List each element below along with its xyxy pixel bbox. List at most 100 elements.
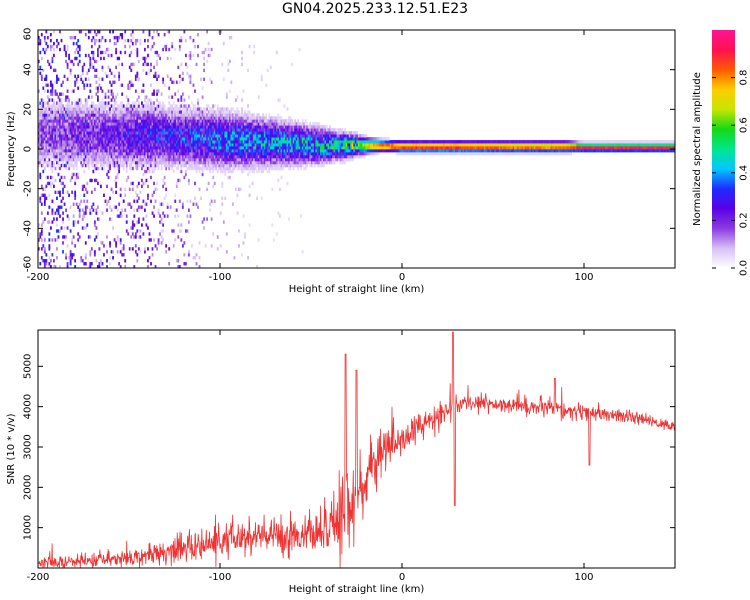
spectrogram-cell bbox=[136, 199, 139, 203]
spectrogram-cell bbox=[157, 238, 160, 242]
spectrogram-cell bbox=[83, 262, 86, 266]
spectrogram-cell bbox=[78, 107, 81, 111]
spectrogram-cell bbox=[178, 104, 181, 108]
spectrogram-cell bbox=[274, 143, 277, 147]
spectrogram-cell bbox=[113, 137, 116, 141]
spectrogram-cell bbox=[104, 160, 107, 165]
spectrogram-cell bbox=[113, 101, 116, 105]
spectrogram-cell bbox=[163, 163, 166, 168]
spectrogram-cell bbox=[62, 122, 64, 126]
spectrogram-cell bbox=[98, 151, 101, 156]
spectrogram-cell bbox=[310, 137, 313, 141]
spectrogram-cell bbox=[265, 137, 268, 141]
spectrogram-cell bbox=[213, 125, 216, 129]
spectrogram-cell bbox=[231, 134, 234, 138]
spectrogram-cell bbox=[87, 107, 90, 111]
spectrogram-cell bbox=[100, 184, 102, 189]
spectrogram-cell bbox=[300, 134, 303, 138]
spectrogram-cell bbox=[207, 160, 210, 165]
spectrogram-cell bbox=[153, 214, 155, 218]
spectrogram-cell bbox=[212, 128, 215, 132]
spectrogram-cell bbox=[263, 116, 266, 120]
spectrogram-cell bbox=[236, 160, 239, 165]
spectrogram-cell bbox=[84, 107, 87, 111]
spectrogram-cell bbox=[43, 149, 46, 153]
spectrogram-cell bbox=[201, 220, 204, 224]
spectrogram-cell bbox=[63, 175, 66, 180]
spectrogram-cell bbox=[159, 125, 161, 129]
spectrogram-cell bbox=[104, 157, 107, 162]
spectrogram-cell bbox=[200, 137, 202, 141]
spectrogram-cell bbox=[212, 151, 215, 156]
spectrogram-cell bbox=[83, 146, 86, 150]
spectrogram-cell bbox=[97, 154, 99, 159]
spectrogram-cell bbox=[224, 116, 227, 120]
spectrogram-cell bbox=[162, 238, 165, 242]
spectrogram-cell bbox=[321, 151, 324, 156]
spectrogram-cell bbox=[116, 214, 119, 218]
spectrogram-cell bbox=[93, 30, 96, 34]
spectrogram-cell bbox=[142, 160, 145, 165]
spectrogram-cell bbox=[175, 122, 178, 126]
spectrogram-cell bbox=[133, 151, 136, 156]
spectrogram-cell bbox=[242, 140, 245, 144]
spectrogram-cell bbox=[148, 68, 151, 73]
spectrogram-cell bbox=[259, 149, 262, 153]
spectrogram-cell bbox=[116, 122, 119, 126]
spectrogram-cell bbox=[83, 226, 86, 230]
spectrogram-cell bbox=[144, 250, 146, 254]
spectrogram-cell bbox=[168, 125, 171, 129]
spectrogram-cell bbox=[260, 143, 263, 147]
spectrogram-cell bbox=[68, 166, 70, 171]
spectrogram-cell bbox=[42, 122, 45, 126]
spectrogram-cell bbox=[118, 113, 121, 117]
spectrogram-cell bbox=[104, 154, 107, 159]
spectrogram-cell bbox=[303, 128, 306, 132]
spectrogram-cell bbox=[118, 125, 121, 129]
spectrogram-cell bbox=[83, 169, 86, 174]
spectrogram-cell bbox=[63, 202, 66, 206]
spectrogram-cell bbox=[118, 151, 121, 156]
spectrogram-cell bbox=[301, 163, 304, 168]
spectrogram-cell bbox=[110, 116, 113, 120]
spectrogram-cell bbox=[112, 92, 114, 96]
spectrogram-cell bbox=[163, 143, 166, 147]
spectrogram-cell bbox=[294, 122, 296, 126]
spectrogram-cell bbox=[68, 119, 70, 123]
spectrogram-cell bbox=[116, 137, 119, 141]
spectrogram-cell bbox=[231, 160, 234, 165]
spectrogram-cell bbox=[188, 74, 190, 78]
spectrogram-cell bbox=[83, 154, 86, 159]
spectrogram-cell bbox=[46, 122, 49, 126]
spectrogram-cell bbox=[68, 163, 70, 168]
spectrogram-cell bbox=[209, 163, 212, 168]
spectrogram-cell bbox=[153, 125, 155, 129]
spectrogram-cell bbox=[133, 140, 136, 144]
spectrogram-cell bbox=[46, 175, 49, 180]
spectrogram-cell bbox=[69, 107, 72, 111]
spectrogram-cell bbox=[77, 149, 80, 153]
spectrogram-cell bbox=[295, 134, 298, 138]
spectrogram-cell bbox=[115, 50, 118, 55]
spectrogram-cell bbox=[221, 154, 224, 159]
spectrogram-cell bbox=[147, 146, 149, 150]
spectrogram-cell bbox=[312, 128, 315, 132]
spectrogram-cell bbox=[209, 137, 212, 141]
spectrogram-cell bbox=[65, 157, 67, 162]
spectrogram-cell bbox=[86, 131, 89, 135]
spectrogram-cell bbox=[288, 131, 290, 135]
spectrogram-cell bbox=[80, 163, 83, 168]
spectrogram-cell bbox=[271, 223, 274, 227]
spectrogram-cell bbox=[216, 140, 219, 144]
spectrogram-cell bbox=[43, 199, 46, 203]
spectrogram-cell bbox=[45, 101, 48, 105]
spectrogram-cell bbox=[154, 113, 157, 117]
spectrogram-cell bbox=[253, 134, 256, 138]
spectrogram-cell bbox=[56, 143, 58, 147]
spectrogram-cell bbox=[130, 134, 133, 138]
spectrogram-cell bbox=[113, 163, 116, 168]
spectrogram-cell bbox=[257, 160, 260, 165]
spectrogram-cell bbox=[45, 122, 48, 126]
spectrogram-cell bbox=[198, 116, 201, 120]
spectrogram-cell bbox=[159, 140, 161, 144]
